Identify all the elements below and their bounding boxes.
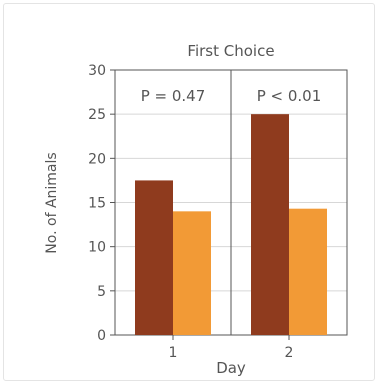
x-tick-label: 2	[285, 345, 294, 361]
plot-area: 0 5 10 15 20 25 30 1 P = 0.47 2 P < 0.01	[88, 63, 348, 361]
bar	[173, 211, 211, 335]
bar	[289, 208, 327, 335]
plot-frame	[114, 69, 348, 336]
p-value-annotation: P < 0.01	[257, 87, 322, 105]
y-tick-label: 5	[97, 284, 106, 300]
y-tick-label: 15	[88, 196, 106, 212]
x-axis-label: Day	[216, 359, 246, 377]
y-tick-label: 10	[88, 240, 106, 256]
y-axis-label: No. of Animals	[44, 152, 60, 253]
p-value-annotation: P = 0.47	[141, 87, 206, 105]
y-tick-label: 20	[88, 151, 106, 167]
x-tick-label: 1	[169, 345, 178, 361]
bar	[251, 114, 289, 336]
bar	[135, 180, 173, 335]
y-tick-label: 30	[88, 63, 106, 79]
y-tick-label: 0	[97, 328, 106, 344]
chart-title: First Choice	[187, 42, 274, 60]
y-tick-label: 25	[88, 107, 106, 123]
